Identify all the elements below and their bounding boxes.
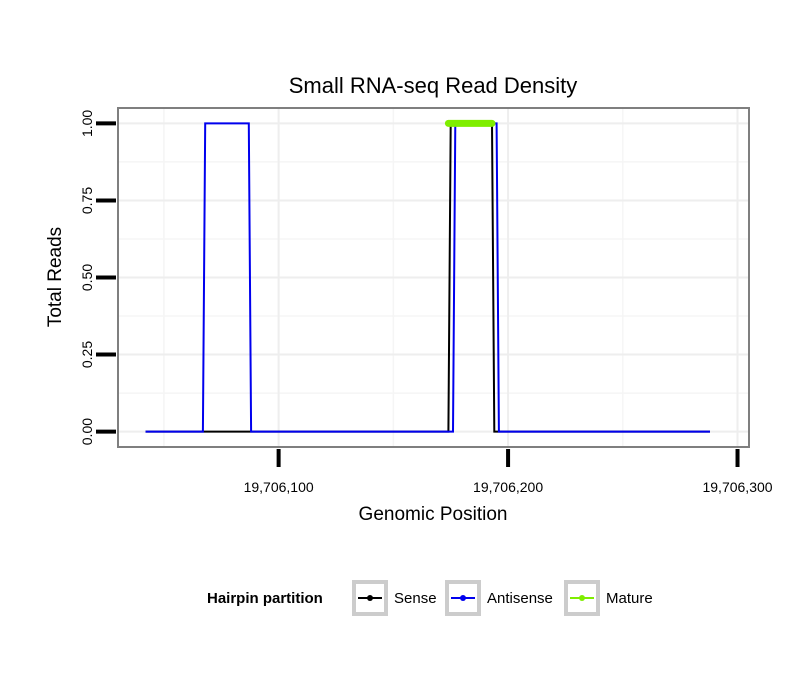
legend-item-mature: Mature bbox=[564, 580, 653, 616]
legend-item-sense: Sense bbox=[352, 580, 437, 616]
plot-panel-border bbox=[117, 107, 750, 448]
grid bbox=[118, 108, 749, 447]
y-axis-label: Total Reads bbox=[45, 227, 66, 327]
legend-item-antisense: Antisense bbox=[445, 580, 553, 616]
y-axis: 0.00 0.25 0.50 0.75 1.00 bbox=[79, 110, 116, 445]
series-layer bbox=[145, 119, 710, 433]
legend-title: Hairpin partition bbox=[207, 590, 323, 607]
legend-label: Sense bbox=[394, 590, 437, 607]
chart-title: Small RNA-seq Read Density bbox=[289, 73, 578, 98]
legend-label: Antisense bbox=[487, 590, 553, 607]
legend-key-point bbox=[460, 595, 466, 601]
y-tick-label: 0.00 bbox=[79, 418, 95, 445]
x-axis: 19,706,100 19,706,200 19,706,300 bbox=[244, 449, 773, 495]
legend-key-point bbox=[367, 595, 373, 601]
y-tick-label: 0.50 bbox=[79, 264, 95, 291]
series-antisense-line bbox=[145, 122, 710, 433]
x-tick-label: 19,706,300 bbox=[702, 479, 772, 495]
y-tick-label: 0.75 bbox=[79, 187, 95, 214]
x-axis-label: Genomic Position bbox=[359, 504, 508, 525]
x-tick-label: 19,706,200 bbox=[473, 479, 543, 495]
y-tick-label: 1.00 bbox=[79, 110, 95, 137]
x-tick-label: 19,706,100 bbox=[244, 479, 314, 495]
y-tick-label: 0.25 bbox=[79, 341, 95, 368]
legend: Hairpin partition Sense Antisense Mature bbox=[207, 580, 653, 616]
legend-label: Mature bbox=[606, 590, 653, 607]
legend-key-point bbox=[579, 595, 585, 601]
